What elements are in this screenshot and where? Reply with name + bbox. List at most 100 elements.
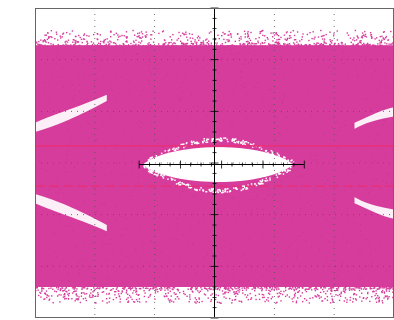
- trace-texture-dot: [110, 172, 112, 173]
- trace-texture-dot: [149, 228, 151, 230]
- trace-texture-dot: [232, 92, 234, 94]
- trace-speckle: [77, 41, 80, 43]
- trace-speckle: [337, 288, 339, 290]
- trace-speckle: [66, 41, 69, 43]
- trace-speckle: [47, 37, 50, 39]
- eye-opening-speckle: [290, 166, 292, 169]
- trace-speckle: [272, 45, 274, 47]
- trace-texture-dot: [321, 235, 323, 237]
- eye-opening-speckle: [233, 187, 235, 189]
- trace-texture-dot: [156, 254, 158, 256]
- trace-speckle: [298, 290, 301, 292]
- eye-opening-speckle: [271, 151, 274, 153]
- trace-texture-dot: [91, 259, 93, 261]
- trace-speckle: [359, 41, 361, 43]
- trace-speckle: [210, 294, 212, 296]
- trace-speckle: [245, 287, 248, 289]
- trace-speckle: [326, 299, 329, 301]
- trace-speckle: [268, 289, 270, 292]
- trace-texture-dot: [41, 163, 43, 164]
- trace-texture-dot: [190, 228, 192, 230]
- trace-texture-dot: [190, 56, 192, 57]
- trace-speckle: [391, 43, 393, 45]
- trace-texture-dot: [341, 262, 343, 264]
- trace-speckle: [123, 287, 125, 289]
- trace-texture-dot: [120, 235, 122, 236]
- trace-texture-dot: [115, 97, 117, 99]
- eye-opening-speckle: [171, 148, 174, 150]
- eye-opening-speckle: [251, 144, 253, 146]
- trace-speckle: [222, 293, 224, 295]
- trace-speckle: [375, 301, 378, 303]
- trace-speckle: [329, 287, 331, 289]
- trace-texture-dot: [138, 119, 140, 121]
- trace-texture-dot: [198, 221, 200, 223]
- trace-speckle: [61, 45, 63, 47]
- trace-speckle: [374, 44, 376, 47]
- trace-texture-dot: [359, 56, 361, 58]
- trace-speckle: [247, 31, 249, 33]
- trace-speckle: [66, 44, 68, 46]
- trace-speckle: [383, 287, 385, 289]
- trace-texture-dot: [334, 236, 336, 238]
- trace-speckle: [257, 42, 259, 44]
- trace-speckle: [133, 301, 135, 303]
- trace-texture-dot: [106, 102, 108, 104]
- trace-speckle: [144, 287, 147, 290]
- eye-opening-speckle: [147, 170, 150, 173]
- trace-speckle: [360, 288, 363, 290]
- trace-texture-dot: [363, 99, 365, 101]
- trace-texture-dot: [148, 64, 150, 66]
- trace-texture-dot: [166, 273, 168, 275]
- trace-speckle: [378, 299, 380, 301]
- trace-speckle: [118, 295, 120, 297]
- trace-speckle: [301, 45, 303, 47]
- trace-speckle: [254, 294, 257, 297]
- trace-texture-dot: [261, 217, 263, 219]
- trace-texture-dot: [360, 159, 361, 161]
- trace-speckle: [96, 287, 99, 289]
- trace-texture-dot: [107, 273, 109, 275]
- trace-speckle: [242, 292, 244, 294]
- trace-speckle: [356, 39, 358, 41]
- trace-texture-dot: [68, 151, 70, 152]
- trace-texture-dot: [344, 189, 346, 191]
- trace-speckle: [317, 295, 320, 297]
- trace-speckle: [329, 31, 331, 33]
- trace-speckle: [102, 287, 104, 289]
- trace-texture-dot: [109, 238, 111, 240]
- trace-texture-dot: [64, 225, 66, 227]
- trace-speckle: [332, 35, 335, 37]
- trace-texture-dot: [332, 117, 334, 119]
- trace-speckle: [361, 44, 364, 46]
- trace-speckle: [169, 299, 172, 301]
- trace-texture-dot: [241, 71, 243, 73]
- trace-speckle: [367, 44, 369, 46]
- trace-texture-dot: [256, 196, 258, 198]
- eye-opening-speckle: [242, 188, 244, 191]
- trace-texture-dot: [215, 128, 217, 130]
- trace-texture-dot: [114, 147, 116, 149]
- trace-texture-dot: [310, 154, 312, 156]
- trace-speckle: [43, 298, 45, 300]
- trace-speckle: [378, 287, 380, 290]
- trace-speckle: [387, 298, 389, 300]
- trace-texture-dot: [369, 54, 371, 56]
- trace-speckle: [125, 31, 128, 33]
- trace-speckle: [71, 298, 73, 300]
- trace-speckle: [127, 293, 129, 295]
- eye-opening-speckle: [146, 166, 149, 169]
- trace-texture-dot: [158, 216, 160, 218]
- trace-speckle: [83, 292, 85, 294]
- trace-speckle: [349, 296, 352, 299]
- eye-opening-speckle: [286, 171, 288, 173]
- trace-speckle: [149, 293, 152, 296]
- trace-texture-dot: [182, 233, 184, 235]
- trace-texture-dot: [373, 180, 375, 181]
- trace-speckle: [197, 290, 199, 292]
- eye-opening-speckle: [179, 181, 181, 183]
- trace-speckle: [383, 291, 385, 293]
- trace-speckle: [91, 294, 94, 296]
- trace-speckle: [115, 45, 117, 47]
- trace-texture-dot: [164, 137, 166, 139]
